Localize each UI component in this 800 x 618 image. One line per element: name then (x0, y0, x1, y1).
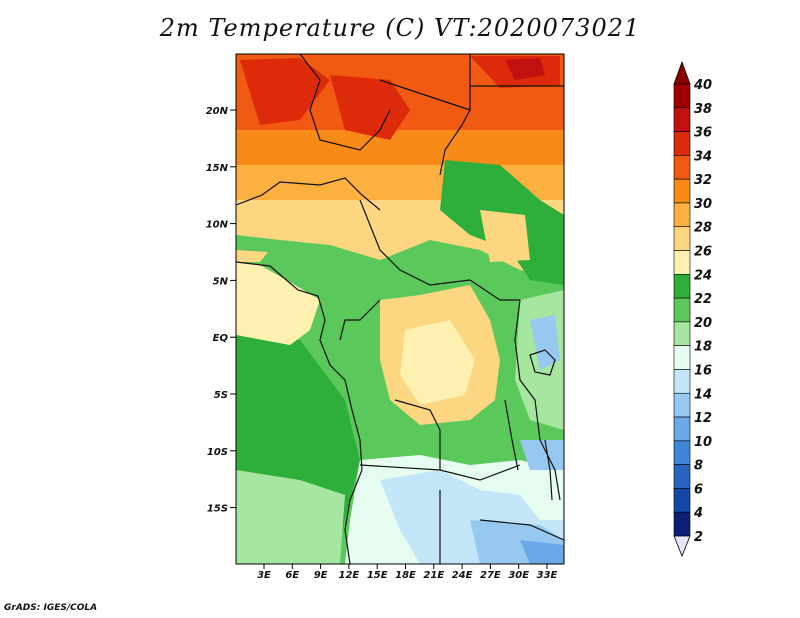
colorbar-swatch (673, 488, 691, 513)
colorbar-swatch (673, 464, 691, 489)
region-south-12 (520, 540, 564, 564)
borders (236, 54, 564, 564)
colorbar-label: 36 (694, 126, 712, 141)
colorbar-swatch (673, 226, 691, 251)
colorbar-label: 24 (694, 268, 712, 283)
colorbar-swatch (673, 274, 691, 299)
lon-tick-label: 9E (314, 570, 328, 581)
colorbar-swatch (673, 107, 691, 132)
colorbar-label: 30 (694, 197, 712, 212)
colorbar-label: 10 (694, 435, 712, 450)
region-coast-orange (236, 250, 268, 262)
lat-tick-label: 10S (207, 447, 228, 458)
lake-tanganyika (504, 399, 519, 471)
colorbar-label: 2 (694, 530, 703, 545)
sudan-west-border (439, 54, 471, 176)
map-frame (235, 53, 565, 565)
lon-tick-label: 12E (339, 570, 360, 581)
car-border (359, 199, 471, 286)
lon-tick-label: 6E (285, 570, 299, 581)
colorbar-swatch (673, 392, 691, 418)
colorbar-label: 16 (694, 363, 712, 378)
colorbar-bottom-arrow (673, 535, 691, 558)
lon-tick-label: 24E (452, 570, 473, 581)
lon-tick-label: 33E (537, 570, 558, 581)
angola-drc-border (394, 399, 441, 470)
colorbar-label: 22 (694, 292, 712, 307)
latitude-axis: 20N 15N 10N 5N EQ 5S 10S 15S (206, 106, 236, 515)
drc-north-border (469, 279, 520, 301)
colorbar-label: 18 (694, 340, 712, 355)
colorbar-swatch (673, 178, 691, 204)
temperature-field (236, 54, 564, 564)
grads-credit: GrADS: IGES/COLA (4, 603, 98, 613)
colorbar-swatch (673, 369, 691, 394)
lon-tick-label: 21E (423, 570, 444, 581)
lon-tick-label: 18E (395, 570, 416, 581)
colorbar-label: 14 (694, 387, 712, 402)
southern-border-1 (359, 464, 521, 481)
colorbar: 40 38 36 34 32 30 28 26 24 22 20 18 16 14 12 10 8 6 4 2 (673, 60, 712, 558)
lon-tick-label: 3E (257, 570, 271, 581)
lon-tick-label: 15E (367, 570, 388, 581)
lake-malawi (544, 439, 553, 501)
colorbar-label: 4 (693, 506, 703, 521)
colorbar-swatch (673, 83, 691, 109)
lat-tick-label: 5S (214, 390, 228, 401)
colorbar-label: 28 (694, 221, 712, 236)
colorbar-swatch (673, 416, 691, 442)
region-east-14 (530, 315, 560, 370)
colorbar-label: 26 (694, 245, 712, 260)
colorbar-swatch (673, 250, 691, 275)
lat-tick-label: 10N (206, 220, 229, 231)
region-congo-light (400, 320, 475, 405)
lon-tick-label: 27E (480, 570, 501, 581)
lat-tick-label: 5N (213, 276, 229, 287)
colorbar-label: 40 (693, 78, 712, 93)
region-sudan-tan (480, 210, 530, 262)
lat-tick-label: EQ (213, 333, 229, 344)
region-malawi-14 (520, 440, 564, 470)
longitude-axis: 3E 6E 9E 12E 15E 18E 21E 24E 27E 30E 33E (257, 564, 558, 581)
colorbar-label: 34 (694, 149, 712, 164)
lake-victoria (529, 349, 556, 376)
region-southwest-light-green (236, 470, 345, 564)
colorbar-swatch (673, 511, 691, 537)
region-hottest (505, 58, 545, 80)
colorbar-label: 12 (694, 411, 712, 426)
colorbar-label: 20 (694, 316, 712, 331)
colorbar-swatch (673, 131, 691, 156)
lon-tick-label: 30E (508, 570, 529, 581)
colorbar-swatch (673, 202, 691, 228)
colorbar-swatch (673, 440, 691, 465)
west-coastline (236, 261, 363, 564)
chart-title: 2m Temperature (C) VT:2020073021 (159, 14, 641, 42)
colorbar-swatch (673, 321, 691, 346)
lat-tick-label: 20N (206, 106, 229, 117)
colorbar-label: 8 (694, 459, 703, 474)
colorbar-top-arrow (673, 60, 691, 85)
colorbar-label: 32 (694, 173, 712, 188)
libya-chad-border (379, 79, 471, 111)
region-hot-west (240, 58, 330, 125)
north-border-1 (299, 54, 391, 151)
colorbar-swatch (673, 155, 691, 180)
colorbar-label: 6 (694, 482, 703, 497)
congo-border (339, 299, 381, 341)
colorbar-swatch (673, 345, 691, 370)
east-lakes-border (514, 299, 561, 501)
lat-tick-label: 15N (206, 163, 229, 174)
colorbar-label: 38 (694, 102, 712, 117)
region-sahara-32 (236, 130, 564, 165)
colorbar-swatch (673, 297, 691, 323)
zambia-zimbabwe-border (479, 519, 564, 541)
region-hot-central (330, 75, 410, 140)
sahel-border (236, 177, 381, 211)
region-gulf-tan (236, 262, 320, 345)
lat-tick-label: 15S (207, 504, 228, 515)
